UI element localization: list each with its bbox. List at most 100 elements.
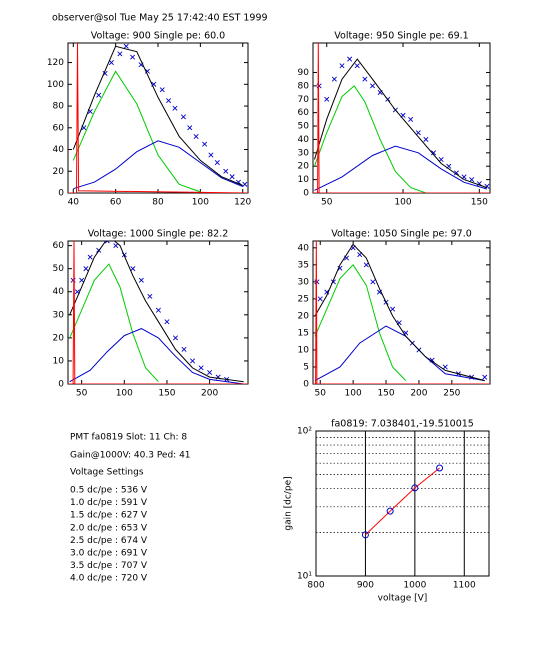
data-point <box>369 83 376 89</box>
info-line: 4.0 dc/pe : 720 V <box>70 574 148 584</box>
chart-title: Voltage: 900 Single pe: 60.0 <box>91 31 225 42</box>
fit-line <box>68 43 248 193</box>
data-point <box>324 289 330 295</box>
y-tick-label: 50 <box>53 264 65 274</box>
data-point <box>87 254 93 260</box>
data-point <box>130 266 136 272</box>
chart-title: fa0819: 7.038401,-19.510015 <box>331 419 474 430</box>
data-point <box>202 141 208 147</box>
header: observer@sol Tue May 25 17:42:40 EST 199… <box>52 13 268 24</box>
y-tick-label: 120 <box>47 58 64 68</box>
data-point <box>190 358 196 364</box>
fit-line <box>365 467 440 536</box>
info-line: 1.0 dc/pe : 591 V <box>70 498 148 508</box>
info-line: 0.5 dc/pe : 536 V <box>70 486 148 496</box>
data-point <box>79 277 85 283</box>
data-point <box>363 262 369 268</box>
data-point <box>155 307 161 313</box>
chart: Voltage: 1000 Single pe: 82.250 100 150 200… <box>53 229 249 399</box>
fit-line <box>314 325 485 382</box>
y-tick-label: 0 <box>303 380 309 390</box>
chart-title: Voltage: 1000 Single pe: 82.2 <box>88 229 229 240</box>
x-tick-label: 50 <box>321 198 333 208</box>
x-tick-label: 100 <box>345 389 362 399</box>
y-tick-label: 5 <box>303 362 309 372</box>
data-point <box>337 265 343 271</box>
data-point <box>361 531 369 539</box>
y-tick-label: 20 <box>298 311 310 321</box>
fit-line <box>72 45 243 186</box>
info-line: 1.5 dc/pe : 627 V <box>70 511 148 521</box>
data-point <box>144 68 150 74</box>
x-tick-label: 800 <box>307 581 324 591</box>
data-point <box>166 98 172 104</box>
data-point <box>469 177 475 183</box>
data-point <box>484 183 490 189</box>
info-line: 3.0 dc/pe : 691 V <box>70 549 148 559</box>
data-point <box>442 364 448 370</box>
data-point <box>423 136 429 142</box>
x-tick-label: 150 <box>377 389 394 399</box>
x-tick-label: 100 <box>394 198 411 208</box>
x-tick-label: 50 <box>76 389 88 399</box>
data-point <box>83 266 89 272</box>
y-tick-label: 100 <box>47 80 64 90</box>
plot-area <box>68 43 248 193</box>
y-tick-label: 10 <box>298 175 310 185</box>
y-tick-label: 0 <box>58 380 64 390</box>
plot-area <box>68 241 248 384</box>
data-point <box>214 160 220 166</box>
x-axis-label: voltage [V] <box>378 594 428 604</box>
fit-line <box>69 241 244 383</box>
y-tick-label: 30 <box>298 277 310 287</box>
data-point <box>411 484 419 492</box>
y-tick-label: 20 <box>298 162 310 172</box>
data-point <box>172 105 178 111</box>
y-tick-label: 0 <box>58 189 64 199</box>
y-tick-label: 10¹ <box>297 572 312 582</box>
data-point <box>104 241 110 244</box>
x-tick-label: 120 <box>234 198 251 208</box>
x-tick-label: 150 <box>158 389 175 399</box>
fit-line <box>69 328 244 384</box>
y-tick-label: 25 <box>298 294 309 304</box>
fit-line <box>314 263 407 381</box>
x-tick-label: 200 <box>201 389 218 399</box>
axes-box <box>67 42 249 194</box>
data-point <box>198 365 204 371</box>
chart-title: Voltage: 950 Single pe: 69.1 <box>334 31 468 42</box>
x-tick-label: 1100 <box>453 581 476 591</box>
y-tick-label: 60 <box>53 241 65 251</box>
x-tick-label: 200 <box>410 389 427 399</box>
data-point <box>180 114 186 120</box>
data-point <box>229 174 235 180</box>
x-tick-label: 100 <box>116 389 133 399</box>
chart: Voltage: 1050 Single pe: 97.050 100 150 200… <box>298 229 491 399</box>
info-line: PMT fa0819 Slot: 11 Ch: 8 <box>70 433 187 443</box>
data-point <box>436 464 444 472</box>
info-line: 3.5 dc/pe : 707 V <box>70 561 148 571</box>
data-point <box>113 243 119 249</box>
plot-area <box>313 241 490 384</box>
chart: fa0819: 7.038401,-19.510015 800 900 1000 110… <box>284 419 490 604</box>
y-tick-label: 40 <box>298 135 310 145</box>
data-point <box>317 296 323 302</box>
y-tick-label: 90 <box>298 68 310 78</box>
y-tick-label: 70 <box>298 95 310 105</box>
axes-box <box>315 430 490 577</box>
data-point <box>331 76 337 82</box>
chart: Voltage: 950 Single pe: 69.1 50 100 150 0 10 2… <box>298 31 491 208</box>
fit-line <box>72 70 201 193</box>
x-tick-label: 40 <box>68 198 80 208</box>
data-point <box>208 152 214 158</box>
info-line: Gain@1000V: 40.3 Ped: 41 <box>70 451 191 461</box>
y-tick-label: 20 <box>53 167 65 177</box>
data-point <box>408 116 414 122</box>
y-tick-label: 10 <box>298 345 310 355</box>
y-tick-label: 80 <box>298 81 310 91</box>
x-tick-label: 50 <box>315 389 327 399</box>
y-tick-label: 10 <box>53 356 65 366</box>
info-line: 2.0 dc/pe : 653 V <box>70 523 148 533</box>
fit-line <box>314 85 427 193</box>
